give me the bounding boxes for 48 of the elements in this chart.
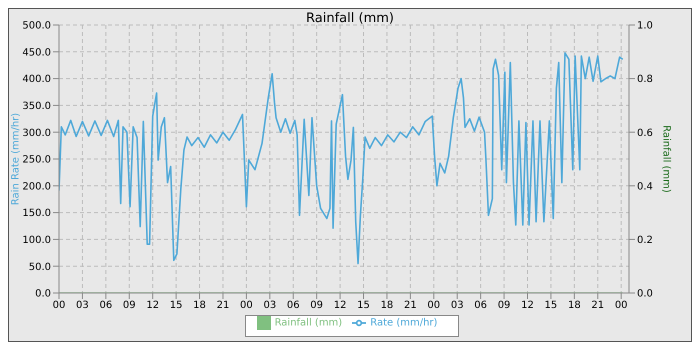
y-tick-label: 100.0: [22, 234, 51, 246]
x-tick-label: 06: [474, 300, 488, 312]
y2-tick-label: 0.6: [637, 128, 653, 139]
x-tick-label: 12: [334, 300, 346, 312]
y2-tick-label: 1.0: [637, 20, 653, 32]
x-tick-label: 06: [286, 300, 300, 312]
y-tick-label: 150.0: [22, 208, 51, 220]
x-tick-label: 09: [122, 300, 136, 312]
y-tick-label: 200.0: [22, 181, 51, 192]
y-tick-label: 250.0: [22, 154, 51, 166]
x-tick-label: 18: [568, 300, 581, 312]
line-series: [59, 52, 624, 264]
y-tick-label: 50.0: [28, 262, 51, 273]
x-tick-label: 09: [310, 300, 324, 312]
y2-tick-label: 0.8: [637, 74, 653, 86]
chart-title: Rainfall (mm): [306, 11, 394, 26]
x-tick-label: 00: [52, 300, 66, 312]
x-tick-label: 00: [240, 300, 253, 312]
x-tick-label: 21: [404, 300, 417, 312]
y-axis-title: Rain Rate (mm/hr): [10, 112, 22, 206]
y2-tick-label: 0.0: [637, 288, 653, 300]
y-tick-label: 0.0: [35, 288, 51, 300]
y-tick-label: 350.0: [22, 100, 51, 112]
x-tick-label: 21: [591, 300, 604, 312]
x-tick-label: 15: [170, 300, 182, 312]
x-tick-label: 15: [544, 300, 558, 312]
y-tick-label: 500.0: [22, 20, 51, 32]
x-tick-label: 18: [380, 300, 394, 312]
x-tick-label: 03: [76, 300, 89, 312]
x-tick-label: 12: [521, 300, 534, 312]
legend-label: Rate (mm/hr): [370, 318, 438, 329]
x-tick-label: 03: [263, 300, 276, 312]
x-tick-label: 12: [146, 300, 160, 312]
x-tick-label: 03: [450, 300, 464, 312]
x-tick-label: 00: [427, 300, 440, 312]
y2-tick-label: 0.4: [637, 181, 653, 192]
y-tick-label: 400.0: [22, 74, 51, 86]
y-tick-label: 450.0: [22, 47, 51, 58]
x-tick-label: 18: [193, 300, 206, 312]
y2-axis-title: Rainfall (mm): [660, 125, 672, 193]
y2-tick-label: 0.2: [637, 234, 653, 246]
x-tick-label: 21: [216, 300, 230, 312]
y-tick-label: 300.0: [22, 128, 51, 139]
x-tick-label: 00: [614, 300, 628, 312]
x-tick-label: 15: [357, 300, 370, 312]
x-tick-label: 06: [99, 300, 112, 312]
legend-label: Rainfall (mm): [274, 318, 342, 329]
x-tick-label: 09: [498, 300, 510, 312]
